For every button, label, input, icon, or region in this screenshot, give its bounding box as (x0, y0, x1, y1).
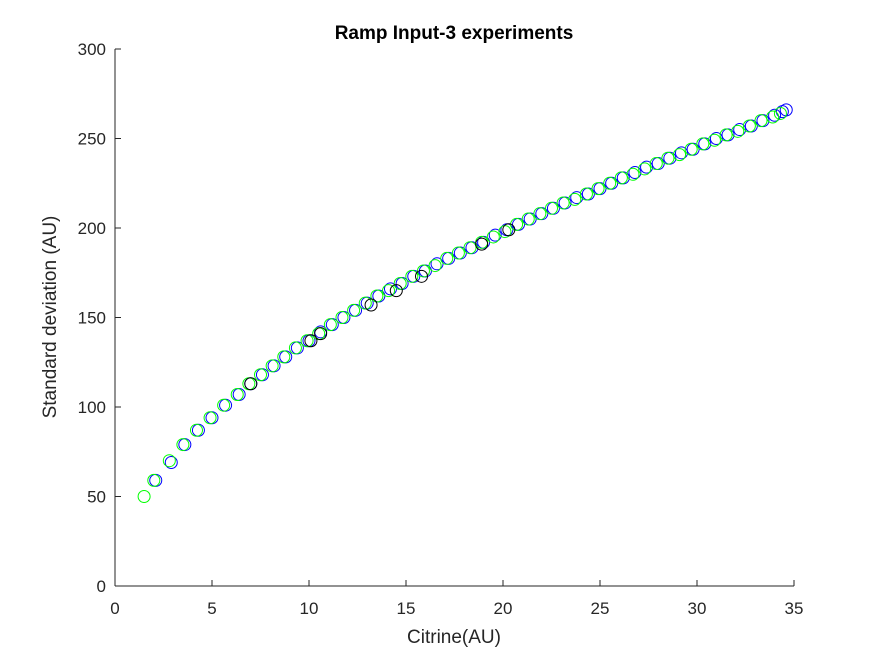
data-point (579, 187, 593, 201)
data-point (428, 259, 442, 273)
data-point (754, 114, 768, 128)
data-point (335, 311, 349, 324)
data-point (768, 108, 782, 122)
data-point (382, 284, 396, 298)
y-tick-label: 200 (78, 219, 106, 238)
data-point (393, 276, 407, 290)
data-point (383, 282, 397, 296)
x-tick-label: 15 (397, 599, 416, 618)
data-point (254, 368, 267, 382)
data-point (323, 318, 337, 332)
data-point (742, 119, 756, 133)
data-point (649, 157, 663, 171)
data-point (440, 251, 454, 265)
data-point (147, 473, 161, 487)
y-tick-label: 300 (78, 40, 106, 59)
data-point (773, 106, 787, 120)
points-layer (137, 103, 793, 503)
y-tick-label: 0 (97, 577, 106, 596)
data-point (684, 142, 698, 156)
data-point (277, 350, 291, 364)
data-point (556, 196, 570, 210)
data-point (475, 237, 489, 251)
data-point (733, 123, 747, 137)
x-tick-label: 25 (591, 599, 610, 618)
data-point (709, 132, 723, 145)
data-point (314, 327, 328, 341)
y-tick-label: 150 (78, 309, 106, 328)
data-point (614, 171, 628, 185)
x-tick-label: 0 (110, 599, 119, 618)
data-point (389, 284, 403, 298)
y-tick-label: 250 (78, 130, 106, 149)
data-point (405, 269, 419, 283)
data-point (488, 228, 502, 242)
data-point (731, 124, 745, 138)
data-point (189, 423, 203, 437)
data-point (719, 128, 733, 142)
y-tick-label: 50 (87, 488, 106, 507)
data-point (304, 334, 318, 348)
data-point (766, 110, 780, 124)
plot-area (115, 49, 794, 586)
data-point (568, 192, 582, 206)
data-point (288, 341, 302, 355)
data-point (502, 223, 516, 237)
data-point (358, 296, 372, 310)
x-tick-label: 10 (300, 599, 319, 618)
data-point (451, 246, 465, 260)
data-point (265, 359, 279, 373)
data-point (463, 241, 477, 255)
x-axis-label: Citrine(AU) (407, 627, 501, 648)
data-point (203, 411, 217, 425)
data-point (486, 230, 500, 244)
ticks-layer: 0 5 10 15 20 25 30 35 0 50 100 150 200 250 300 (78, 40, 804, 618)
data-point (364, 298, 378, 312)
data-point (696, 137, 710, 151)
data-point (370, 289, 384, 303)
data-point (626, 167, 640, 181)
data-point (545, 201, 558, 215)
y-axis-label: Standard deviation (AU) (40, 216, 61, 419)
data-point (628, 166, 642, 180)
data-point (137, 490, 151, 503)
data-point (638, 162, 652, 176)
data-point (707, 133, 721, 147)
x-tick-label: 20 (494, 599, 513, 618)
data-point (674, 146, 688, 160)
data-point (430, 257, 444, 271)
data-point (164, 455, 178, 469)
data-point (162, 454, 176, 468)
data-point (176, 438, 190, 452)
data-point (640, 160, 654, 174)
data-point (591, 182, 605, 196)
data-point (661, 151, 675, 165)
data-point (347, 303, 361, 317)
chart-title: Ramp Input-3 experiments (335, 23, 574, 44)
x-tick-label: 30 (688, 599, 707, 618)
data-point (603, 176, 617, 190)
data-point (521, 212, 535, 226)
data-point (415, 269, 429, 283)
y-tick-label: 100 (78, 398, 106, 417)
data-point (230, 387, 244, 401)
data-point (533, 207, 547, 221)
x-tick-label: 35 (785, 599, 804, 618)
x-tick-label: 5 (207, 599, 216, 618)
data-point (416, 264, 430, 278)
data-point (570, 191, 584, 205)
data-point (244, 377, 258, 391)
data-point (300, 334, 314, 348)
data-point (217, 398, 231, 412)
data-point (673, 148, 687, 162)
